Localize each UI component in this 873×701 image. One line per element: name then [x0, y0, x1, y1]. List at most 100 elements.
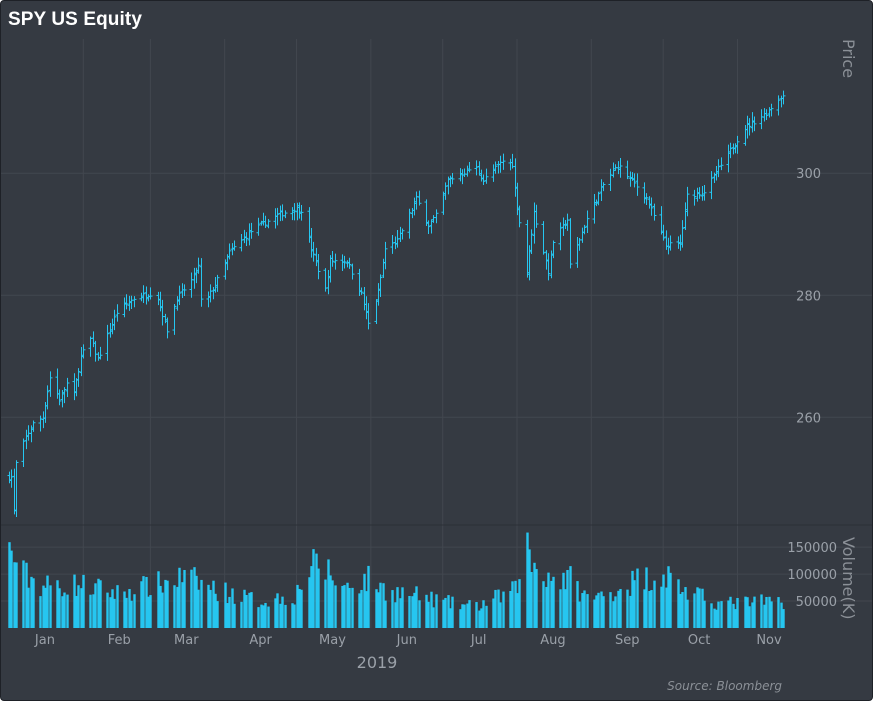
volume-bar: [459, 609, 462, 628]
volume-bar: [44, 587, 47, 628]
volume-bar: [75, 595, 78, 628]
volume-bar: [216, 601, 219, 628]
volume-bar: [159, 585, 162, 628]
volume-bar: [312, 549, 315, 628]
volume-bar: [511, 581, 514, 628]
volume-bar: [583, 590, 586, 628]
volume-bar: [770, 601, 773, 628]
volume-bar: [526, 532, 529, 628]
volume-bar: [581, 593, 584, 628]
volume-bar: [207, 584, 210, 628]
volume-bar: [562, 572, 565, 628]
volume-bar: [13, 562, 16, 628]
volume-bar: [451, 596, 454, 628]
volume-bar: [384, 600, 387, 628]
volume-bar: [528, 549, 531, 628]
volume-bar: [15, 562, 18, 628]
volume-bar: [49, 585, 52, 628]
volume-bar: [509, 591, 512, 628]
volume-bar: [197, 589, 200, 628]
volume-bar: [547, 572, 550, 628]
volume-bar: [449, 608, 452, 628]
volume-bar: [145, 576, 148, 628]
volume-bar: [593, 599, 596, 628]
volume-bar: [394, 602, 397, 628]
volume-bar: [444, 597, 447, 628]
volume-bar: [391, 590, 394, 628]
volume-bar: [56, 580, 59, 628]
price-tick-label: 300: [796, 167, 821, 182]
volume-bar: [308, 577, 311, 628]
volume-bar: [516, 593, 519, 628]
month-tick-label: Oct: [688, 633, 710, 648]
volume-bar: [715, 609, 718, 628]
volume-bar: [63, 592, 66, 628]
volume-bar: [375, 589, 378, 628]
volume-bar: [243, 589, 246, 628]
volume-bar: [343, 585, 346, 628]
volume-bar: [66, 594, 69, 628]
volume-bar: [245, 595, 248, 628]
volume-bar: [578, 601, 581, 628]
chart-title: SPY US Equity: [8, 9, 142, 30]
volume-bar: [61, 596, 64, 628]
volume-bar: [576, 581, 579, 628]
volume-bar: [466, 603, 469, 628]
volume-bar: [686, 599, 689, 628]
volume-bar: [80, 588, 83, 628]
price-axis-title: Price: [839, 39, 858, 78]
volume-bar: [39, 596, 42, 628]
month-tick-label: Jun: [396, 633, 417, 648]
volume-bar: [8, 542, 11, 628]
volume-bar: [296, 584, 299, 628]
volume-bar: [190, 569, 193, 628]
month-tick-label: Aug: [540, 633, 565, 648]
volume-bar: [693, 593, 696, 628]
volume-bar: [310, 566, 313, 628]
volume-bar: [432, 607, 435, 628]
volume-bar: [485, 605, 488, 628]
price-tick-label: 280: [796, 289, 821, 304]
volume-bar: [399, 598, 402, 628]
volume-bar: [597, 592, 600, 628]
source-note: Source: Bloomberg: [667, 679, 782, 693]
volume-bar: [382, 583, 385, 628]
volume-bar: [550, 580, 553, 628]
volume-bar: [377, 592, 380, 628]
volume-bar: [401, 587, 404, 628]
volume-bar: [612, 601, 615, 628]
volume-bar: [193, 567, 196, 628]
volume-bar: [360, 589, 363, 628]
price-tick-label: 260: [796, 411, 821, 426]
volume-bar: [679, 593, 682, 628]
volume-bar: [626, 589, 629, 628]
volume-bar: [276, 593, 279, 628]
month-tick-label: Nov: [756, 633, 782, 648]
volume-bar: [669, 572, 672, 628]
volume-bar: [480, 608, 483, 628]
volume-bar: [248, 592, 251, 628]
month-tick-label: May: [319, 633, 346, 648]
volume-bar: [123, 591, 126, 628]
volume-bar: [99, 580, 102, 628]
volume-bar: [298, 588, 301, 628]
volume-bar: [435, 594, 438, 628]
volume-bar: [32, 578, 35, 628]
volume-bar: [212, 580, 215, 628]
volume-bar: [768, 596, 771, 628]
volume-bar: [92, 594, 95, 628]
volume-bar: [643, 589, 646, 628]
volume-bar: [717, 601, 720, 628]
volume-bar: [284, 604, 287, 628]
volume-bar: [408, 595, 411, 628]
volume-bar: [181, 582, 184, 628]
volume-bar: [94, 583, 97, 628]
volume-bar: [727, 600, 730, 628]
volume-tick-label: 50000: [796, 595, 837, 610]
volume-bar: [250, 592, 253, 628]
volume-bar: [178, 567, 181, 628]
volume-bar: [468, 600, 471, 628]
volume-bar: [293, 604, 296, 628]
volume-bar: [125, 597, 128, 628]
